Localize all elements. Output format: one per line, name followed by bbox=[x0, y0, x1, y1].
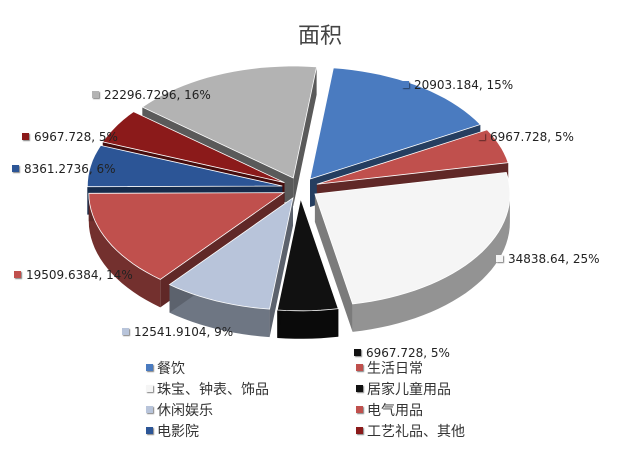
legend-item-1: 生活日常 bbox=[356, 358, 423, 378]
slice-wall-3 bbox=[277, 308, 339, 339]
legend-label-6: 电影院 bbox=[157, 424, 199, 440]
data-label-text-6: 8361.2736, 6% bbox=[24, 162, 116, 176]
data-label-swatch-3 bbox=[354, 349, 361, 356]
legend-label-1: 生活日常 bbox=[367, 361, 423, 377]
legend-swatch-4 bbox=[146, 406, 153, 413]
legend-item-0: 餐饮 bbox=[146, 358, 185, 378]
data-label-text-0: 20903.184, 15% bbox=[414, 78, 514, 92]
data-label-swatch-8 bbox=[92, 91, 99, 98]
legend-label-0: 餐饮 bbox=[157, 361, 185, 377]
pie-slice-4 bbox=[168, 197, 294, 310]
pie-slice-3 bbox=[276, 197, 339, 312]
legend-swatch-0 bbox=[146, 364, 153, 371]
data-label-text-8: 22296.7296, 16% bbox=[104, 88, 211, 102]
data-label-swatch-7 bbox=[22, 133, 29, 140]
pie-slice-5 bbox=[88, 192, 286, 280]
legend-item-2: 珠宝、钟表、饰品 bbox=[146, 379, 269, 399]
slice-wall-4 bbox=[169, 284, 270, 338]
data-label-swatch-0 bbox=[402, 81, 409, 88]
data-label-text-4: 12541.9104, 9% bbox=[134, 325, 234, 339]
data-label-swatch-2 bbox=[496, 255, 503, 262]
legend-item-4: 休闲娱乐 bbox=[146, 400, 213, 420]
legend-label-4: 休闲娱乐 bbox=[157, 403, 213, 419]
legend-item-7: 工艺礼品、其他 bbox=[356, 421, 465, 441]
legend-label-3: 居家儿童用品 bbox=[367, 382, 451, 398]
data-label-text-2: 34838.64, 25% bbox=[508, 252, 600, 266]
data-label-swatch-6 bbox=[12, 165, 19, 172]
legend-swatch-1 bbox=[356, 364, 363, 371]
legend-label-5: 电气用品 bbox=[367, 403, 423, 419]
pie-slice-1 bbox=[316, 129, 509, 185]
data-label-text-7: 6967.728, 5% bbox=[34, 130, 118, 144]
data-label-2: 34838.64, 25% bbox=[496, 252, 600, 266]
legend-swatch-3 bbox=[356, 385, 363, 392]
pie-slice-8 bbox=[141, 65, 318, 179]
data-label-swatch-1 bbox=[478, 133, 485, 140]
data-label-swatch-4 bbox=[122, 328, 129, 335]
slice-wall-2 bbox=[352, 194, 510, 332]
data-label-0: 20903.184, 15% bbox=[402, 78, 513, 92]
data-label-text-5: 19509.6384, 14% bbox=[26, 268, 133, 282]
pie-slice-2 bbox=[314, 171, 511, 305]
legend-swatch-7 bbox=[356, 427, 363, 434]
pie-slice-7 bbox=[102, 111, 285, 183]
legend-item-6: 电影院 bbox=[146, 421, 199, 441]
slice-side-2-1 bbox=[314, 194, 353, 332]
data-label-4: 12541.9104, 9% bbox=[122, 325, 233, 339]
legend-swatch-5 bbox=[356, 406, 363, 413]
chart-title: 面积 bbox=[297, 24, 342, 49]
legend-swatch-6 bbox=[146, 427, 153, 434]
legend-label-7: 工艺礼品、其他 bbox=[367, 424, 465, 440]
pie-slice-0 bbox=[309, 67, 482, 180]
legend-item-5: 电气用品 bbox=[356, 400, 423, 420]
data-label-8: 22296.7296, 16% bbox=[92, 88, 211, 102]
data-label-1: 6967.728, 5% bbox=[478, 130, 574, 144]
slice-side-8-1 bbox=[293, 66, 317, 206]
pie-slice-6 bbox=[86, 144, 283, 188]
slice-wall-5 bbox=[88, 193, 161, 308]
data-label-5: 19509.6384, 14% bbox=[14, 268, 133, 282]
legend-swatch-2 bbox=[146, 385, 153, 392]
data-label-text-1: 6967.728, 5% bbox=[490, 130, 574, 144]
data-label-swatch-5 bbox=[14, 271, 21, 278]
legend-label-2: 珠宝、钟表、饰品 bbox=[157, 382, 269, 398]
legend-item-3: 居家儿童用品 bbox=[356, 379, 451, 399]
data-label-7: 6967.728, 5% bbox=[22, 130, 118, 144]
data-label-6: 8361.2736, 6% bbox=[12, 162, 116, 176]
data-label-text-3: 6967.728, 5% bbox=[366, 346, 450, 360]
data-label-3: 6967.728, 5% bbox=[354, 346, 450, 360]
slice-side-4-0 bbox=[269, 197, 293, 338]
